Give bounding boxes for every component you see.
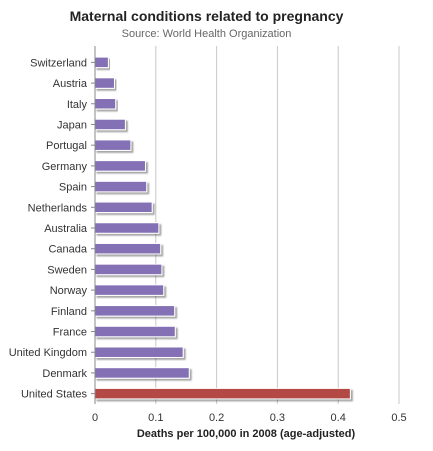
bar (94, 367, 190, 379)
x-tick-label: 0.4 (331, 412, 346, 424)
category-label: Finland (51, 306, 87, 318)
category-label: Netherlands (28, 202, 88, 214)
bar (94, 325, 176, 338)
chart-title: Maternal conditions related to pregnancy (69, 8, 344, 24)
x-tick-label: 0.2 (209, 412, 224, 424)
bar (94, 305, 176, 317)
bar (94, 98, 117, 110)
category-label: Spain (59, 182, 87, 194)
bar (94, 346, 184, 358)
chart-subtitle: Source: World Health Organization (121, 28, 292, 40)
bar (94, 180, 148, 193)
category-label: France (53, 327, 87, 339)
category-label: Canada (48, 244, 87, 256)
category-label: Switzerland (30, 57, 87, 69)
category-label: United Kingdom (9, 347, 87, 359)
x-axis-label: Deaths per 100,000 in 2008 (age-adjusted… (137, 428, 356, 440)
axes (91, 46, 96, 404)
bar (94, 222, 160, 234)
x-tick-label: 0.3 (270, 412, 285, 424)
category-label: Portugal (46, 140, 87, 152)
category-label: Sweden (47, 264, 87, 276)
bar (94, 118, 126, 131)
category-label: Denmark (42, 368, 87, 380)
bar (94, 139, 132, 151)
category-label: Australia (44, 223, 88, 235)
grid-lines (155, 46, 400, 404)
x-tick-label: 0 (92, 412, 98, 424)
bar (94, 387, 351, 400)
x-tick-label: 0.1 (148, 412, 163, 424)
bar (94, 242, 162, 255)
bar (94, 160, 146, 172)
bars (94, 56, 351, 400)
category-label: United States (21, 389, 88, 401)
category-label: Germany (42, 161, 88, 173)
bar (94, 77, 115, 89)
bar (94, 56, 109, 69)
bar (94, 284, 165, 296)
bar (94, 263, 163, 276)
category-label: Norway (50, 285, 88, 297)
labels: 0 0.1 0.2 0.3 0.4 0.5 Switzerland Austria Italy J… (9, 57, 407, 424)
category-label: Italy (67, 99, 88, 111)
x-tick-label: 0.5 (391, 412, 406, 424)
category-label: Austria (53, 78, 88, 90)
bar (94, 201, 153, 214)
category-label: Japan (57, 119, 87, 131)
